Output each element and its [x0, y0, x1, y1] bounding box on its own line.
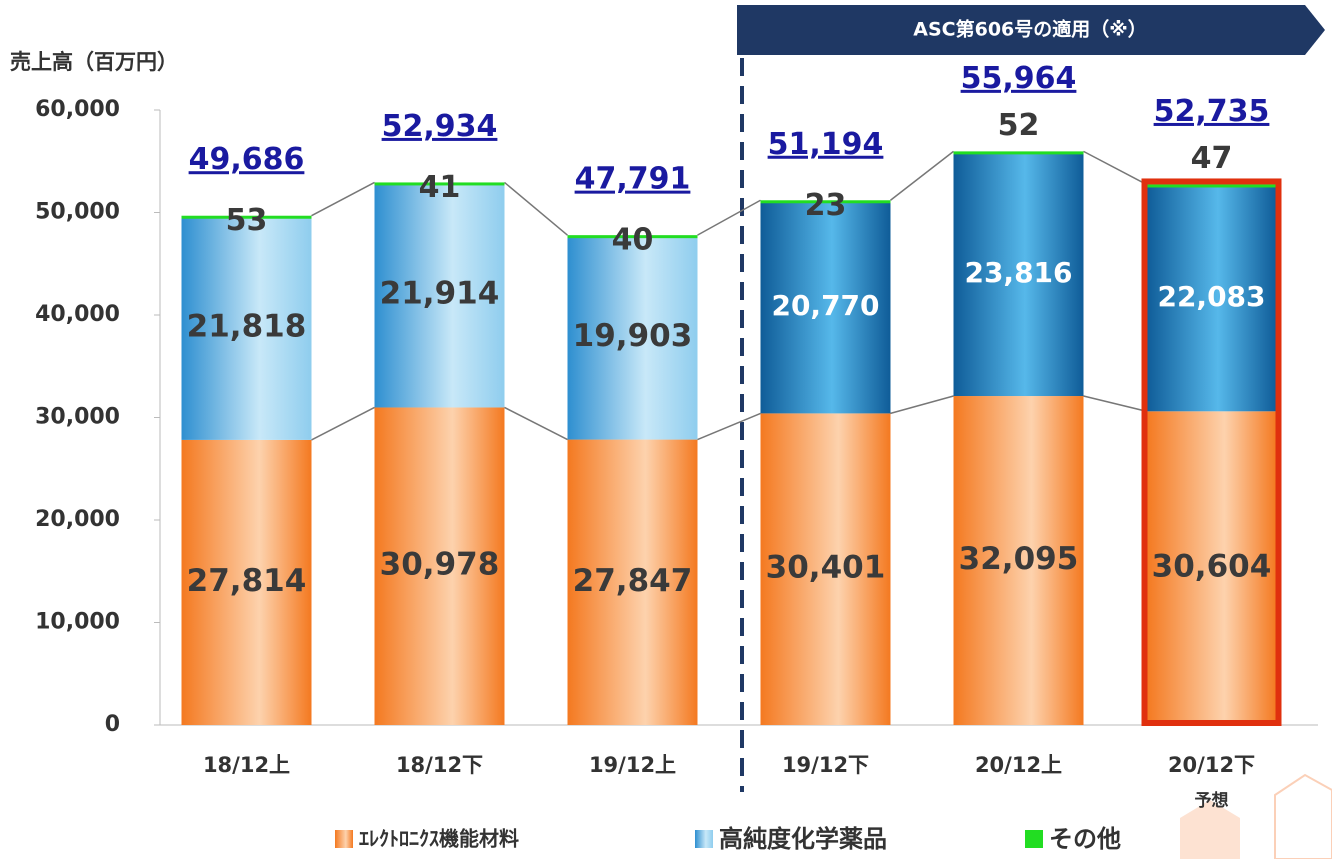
- y-tick-label: 60,000: [35, 97, 120, 122]
- value-label: 19,903: [573, 318, 693, 354]
- bar-segment: [953, 151, 1084, 155]
- y-tick-label: 40,000: [35, 302, 120, 327]
- highlight-frame: [1141, 178, 1282, 726]
- decor: [1180, 800, 1240, 859]
- y-tick-label: 50,000: [35, 200, 120, 225]
- value-label: 32,095: [959, 541, 1079, 577]
- bar-segment: [760, 413, 891, 725]
- value-label: 30,978: [380, 547, 500, 583]
- value-label: 23: [805, 188, 847, 223]
- value-label: 27,847: [573, 563, 693, 599]
- value-label: 23,816: [964, 256, 1072, 289]
- bar-segment: [1146, 411, 1277, 725]
- value-label: 21,914: [380, 276, 500, 312]
- connector: [697, 199, 761, 236]
- value-label: 22,083: [1157, 280, 1265, 313]
- legend-label: その他: [1049, 825, 1121, 853]
- value-label: 20,770: [771, 289, 879, 322]
- connector: [890, 150, 954, 201]
- value-label: 27,814: [187, 563, 307, 599]
- y-tick-label: 0: [105, 712, 120, 737]
- bar-segment: [374, 182, 505, 186]
- value-label: 21,818: [187, 309, 307, 345]
- legend-swatch: [695, 830, 713, 848]
- value-label: 41: [419, 170, 461, 205]
- total-label: 49,686: [189, 142, 305, 177]
- x-tick-label: 18/12下: [396, 753, 483, 777]
- value-label: 30,604: [1152, 549, 1272, 585]
- total-label: 55,964: [961, 61, 1077, 96]
- x-tick-label: 19/12下: [782, 753, 869, 777]
- connector: [311, 181, 375, 217]
- x-tick-label: 19/12上: [589, 753, 676, 777]
- x-tick-label: 20/12上: [975, 753, 1062, 777]
- connector: [311, 406, 375, 441]
- legend-label: ｴﾚｸﾄﾛﾆｸｽ機能材料: [359, 827, 519, 851]
- connector: [890, 395, 954, 415]
- legend-swatch: [1025, 830, 1043, 848]
- bar-segment: [760, 200, 891, 414]
- bar-segment: [374, 182, 505, 408]
- value-label: 40: [612, 223, 654, 258]
- decor: [1274, 773, 1332, 859]
- bar-segment: [567, 235, 698, 440]
- connector: [504, 181, 568, 236]
- bar-segment: [567, 235, 698, 239]
- bar-segment: [953, 151, 1084, 397]
- x-tick-label: 18/12上: [203, 753, 290, 777]
- value-label: 30,401: [766, 550, 886, 586]
- bar-segment: [181, 216, 312, 440]
- bar-segment: [1146, 184, 1277, 412]
- y-tick-label: 20,000: [35, 507, 120, 532]
- bar-segment: [953, 396, 1084, 725]
- bar-segment: [374, 407, 505, 725]
- bar-segment: [567, 439, 698, 725]
- bar-segment: [181, 215, 312, 219]
- bar-segment: [1146, 184, 1277, 188]
- total-label: 52,934: [382, 109, 498, 144]
- banner-shape: [737, 5, 1325, 55]
- x-tick-label: 20/12下: [1168, 753, 1255, 777]
- connector: [504, 406, 568, 441]
- value-label: 52: [998, 108, 1040, 143]
- y-tick-label: 30,000: [35, 405, 120, 430]
- connector: [1083, 150, 1147, 186]
- bar-segment: [181, 439, 312, 725]
- legend-label: 高純度化学薬品: [719, 825, 887, 853]
- total-label: 47,791: [575, 162, 691, 197]
- connector: [1083, 395, 1147, 413]
- connector: [697, 412, 761, 441]
- legend-swatch: [335, 830, 353, 848]
- y-tick-label: 10,000: [35, 610, 120, 635]
- bar-segment: [760, 200, 891, 204]
- forecast-note: 予想: [1195, 790, 1229, 811]
- value-label: 47: [1191, 141, 1233, 176]
- value-label: 53: [226, 203, 268, 238]
- total-label: 51,194: [768, 127, 884, 162]
- total-label: 52,735: [1154, 94, 1270, 129]
- y-axis-label: 売上高（百万円）: [10, 50, 178, 74]
- banner: ASC第606号の適用（※）: [913, 18, 1146, 41]
